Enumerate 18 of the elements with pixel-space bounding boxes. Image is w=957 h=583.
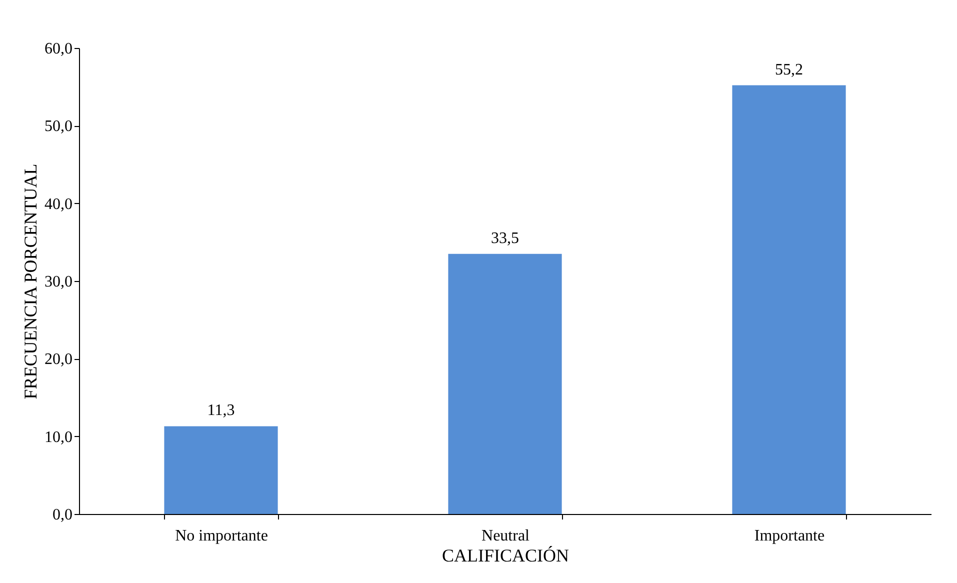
y-axis-title: FRECUENCIA PORCENTUAL: [20, 164, 40, 400]
x-tick-label: No importante: [175, 528, 268, 544]
bar: [448, 254, 562, 514]
y-tick-label: 20,0: [44, 351, 72, 368]
data-label: 11,3: [207, 402, 235, 420]
x-tick-label: Importante: [754, 528, 825, 544]
y-tick-label: 50,0: [44, 118, 72, 136]
x-axis-title: CALIFICACIÓN: [442, 546, 570, 566]
y-tick-label: 60,0: [44, 40, 72, 58]
data-label: 33,5: [491, 230, 519, 247]
data-label: 55,2: [775, 61, 803, 78]
x-tick-label: Neutral: [482, 528, 530, 544]
bar: [164, 426, 278, 514]
y-tick-label: 0,0: [52, 506, 72, 524]
y-tick-label: 30,0: [44, 274, 72, 290]
bar: [732, 85, 846, 514]
y-tick-label: 40,0: [44, 196, 72, 213]
y-tick-label: 10,0: [44, 428, 72, 446]
